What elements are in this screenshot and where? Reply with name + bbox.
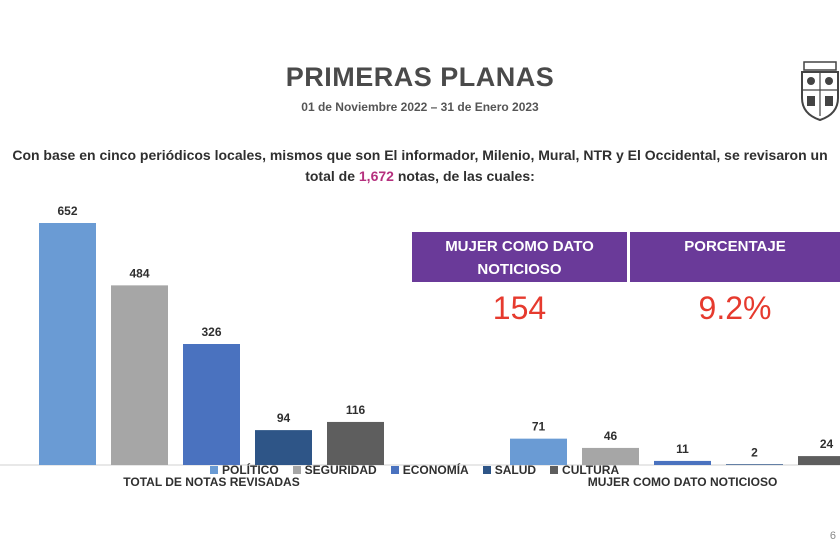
legend-label: SEGURIDAD [304, 463, 377, 477]
bar-cultura-mujer [798, 456, 840, 465]
data-label: 71 [532, 420, 546, 434]
kpi-header-women: MUJER COMO DATO NOTICIOSO [412, 232, 627, 282]
legend-swatch [210, 466, 218, 474]
legend-item-cultura: CULTURA [550, 463, 619, 477]
data-label: 326 [201, 325, 221, 339]
bar-economia-total [183, 344, 240, 465]
legend-label: POLÍTICO [222, 463, 279, 477]
legend-label: SALUD [494, 463, 537, 477]
data-label: 116 [346, 403, 366, 417]
bar-salud-total [255, 430, 312, 465]
bar-cultura-total [327, 421, 384, 465]
bar-salud-mujer [726, 464, 783, 465]
legend-swatch [292, 466, 301, 474]
data-label: 2 [751, 445, 758, 459]
legend-item-seguridad: SEGURIDAD [292, 463, 377, 477]
kpi-header-percentage: PORCENTAJE [630, 232, 840, 282]
legend-label: ECONOMÍA [402, 463, 469, 477]
category-label: MUJER COMO DATO NOTICIOSO [588, 475, 778, 489]
legend-swatch [550, 466, 559, 474]
intro-total-highlight: 1,672 [358, 168, 394, 184]
university-crest-icon [801, 61, 839, 122]
intro-after: notas, de las cuales: [393, 168, 535, 184]
legend-item-politico: POLÍTICO [210, 463, 279, 477]
bar-politico-total [39, 223, 96, 465]
chart-legend: POLÍTICO SEGURIDAD ECONOMÍA SALUD CULTURA [210, 463, 619, 477]
intro-text: Con base en cinco periódicos locales, mi… [0, 145, 840, 187]
legend-item-salud: SALUD [482, 463, 537, 477]
legend-label: CULTURA [562, 463, 620, 477]
data-label: 484 [129, 266, 149, 280]
data-label: 24 [820, 437, 834, 451]
legend-swatch [482, 466, 491, 474]
kpi-value-percentage: 9.2% [698, 290, 772, 326]
bar-seguridad-mujer [582, 447, 639, 465]
legend-swatch [390, 466, 399, 474]
kpi-value-women: 154 [492, 290, 547, 326]
category-label: TOTAL DE NOTAS REVISADAS [123, 475, 299, 489]
legend-item-economia: ECONOMÍA [390, 463, 469, 477]
bars-group [39, 223, 840, 465]
page-number: 6 [829, 530, 836, 542]
page-title: PRIMERAS PLANAS [285, 62, 555, 92]
data-label: 11 [676, 442, 689, 456]
data-label: 46 [604, 429, 618, 443]
labels-group: 652 484 326 94 116 TOTAL DE NOTAS REVISADAS 71… [57, 204, 833, 489]
bar-economia-mujer [654, 460, 711, 465]
date-range: 01 de Noviembre 2022 – 31 de Enero 2023 [301, 100, 539, 114]
bar-politico-mujer [510, 438, 567, 465]
intro-before: Con base en cinco periódicos locales, mi… [12, 147, 828, 184]
data-label: 652 [57, 204, 77, 218]
data-label: 94 [277, 411, 291, 425]
bar-seguridad-total [111, 285, 168, 465]
